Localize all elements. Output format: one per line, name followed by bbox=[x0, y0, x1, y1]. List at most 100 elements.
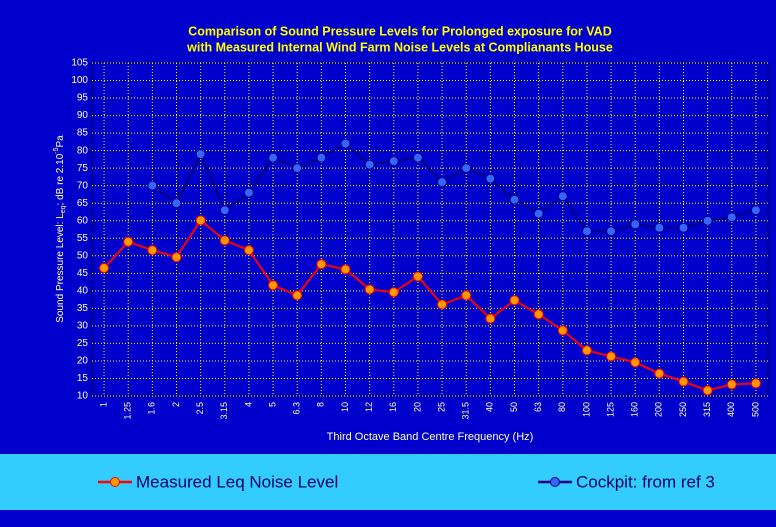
data-point bbox=[461, 163, 472, 174]
data-point bbox=[412, 152, 423, 163]
data-point bbox=[316, 259, 327, 270]
data-point bbox=[219, 235, 230, 246]
data-point bbox=[509, 295, 520, 306]
x-tick-label: 1.25 bbox=[123, 402, 133, 420]
x-tick-label: 250 bbox=[678, 402, 688, 417]
data-point bbox=[123, 236, 134, 247]
x-tick-label: 4 bbox=[243, 402, 253, 407]
x-tick-label: 8 bbox=[316, 402, 326, 407]
data-point bbox=[533, 208, 544, 219]
data-point bbox=[219, 205, 230, 216]
data-point bbox=[364, 159, 375, 170]
x-tick-label: 25 bbox=[436, 402, 446, 412]
y-label-sup: -5 bbox=[53, 147, 60, 153]
data-point bbox=[702, 215, 713, 226]
y-tick-label: 20 bbox=[77, 356, 89, 367]
data-point bbox=[99, 263, 110, 274]
x-tick-label: 50 bbox=[509, 402, 519, 412]
data-point bbox=[630, 219, 641, 230]
data-point bbox=[340, 264, 351, 275]
data-point bbox=[316, 152, 327, 163]
y-tick-label: 25 bbox=[77, 338, 89, 349]
x-tick-label: 200 bbox=[654, 402, 664, 417]
data-point bbox=[726, 379, 737, 390]
y-label-part: ; dB re 2.10 bbox=[55, 153, 66, 205]
data-point bbox=[171, 252, 182, 263]
x-tick-label: 315 bbox=[702, 402, 712, 417]
x-tick-label: 1 bbox=[98, 402, 108, 407]
x-tick-label: 5 bbox=[267, 402, 277, 407]
x-tick-label: 1.6 bbox=[147, 402, 157, 415]
data-point bbox=[292, 290, 303, 301]
data-point bbox=[654, 368, 665, 379]
x-tick-label: 12 bbox=[364, 402, 374, 412]
data-point bbox=[557, 325, 568, 336]
data-point bbox=[147, 245, 158, 256]
y-tick-label: 80 bbox=[77, 145, 89, 156]
data-point bbox=[485, 173, 496, 184]
x-tick-label: 20 bbox=[412, 402, 422, 412]
data-point bbox=[581, 226, 592, 237]
x-tick-label: 2.5 bbox=[195, 402, 205, 415]
data-point bbox=[702, 385, 713, 396]
y-tick-label: 90 bbox=[77, 110, 89, 121]
data-point bbox=[606, 226, 617, 237]
x-tick-label: 125 bbox=[605, 402, 615, 417]
legend-marker bbox=[110, 477, 120, 487]
x-tick-label: 500 bbox=[750, 402, 760, 417]
data-point bbox=[557, 191, 568, 202]
data-point bbox=[726, 212, 737, 223]
data-point bbox=[195, 149, 206, 160]
y-label-part: Pa bbox=[55, 135, 66, 148]
data-point bbox=[533, 309, 544, 320]
legend-marker bbox=[550, 477, 560, 487]
x-tick-label: 80 bbox=[557, 402, 567, 412]
y-tick-label: 10 bbox=[77, 391, 89, 402]
data-point bbox=[461, 290, 472, 301]
y-label-sub: eq bbox=[60, 205, 67, 213]
data-point bbox=[195, 215, 206, 226]
x-tick-label: 160 bbox=[630, 402, 640, 417]
x-tick-label: 10 bbox=[340, 402, 350, 412]
data-point bbox=[412, 271, 423, 282]
y-tick-label: 85 bbox=[77, 128, 89, 139]
y-tick-label: 45 bbox=[77, 268, 89, 279]
x-tick-label: 400 bbox=[726, 402, 736, 417]
x-tick-label: 6.3 bbox=[292, 402, 302, 415]
data-point bbox=[654, 222, 665, 233]
legend-label: Measured Leq Noise Level bbox=[136, 472, 338, 491]
data-point bbox=[581, 345, 592, 356]
data-point bbox=[509, 194, 520, 205]
y-tick-label: 55 bbox=[77, 233, 89, 244]
data-point bbox=[243, 245, 254, 256]
data-point bbox=[750, 378, 761, 389]
data-point bbox=[171, 198, 182, 209]
y-tick-label: 40 bbox=[77, 285, 89, 296]
data-point bbox=[437, 299, 448, 310]
x-tick-label: 40 bbox=[485, 402, 495, 412]
plot-area bbox=[91, 62, 769, 397]
data-point bbox=[606, 351, 617, 362]
x-tick-label: 3.15 bbox=[219, 402, 229, 420]
y-tick-label: 35 bbox=[77, 303, 89, 314]
data-point bbox=[243, 187, 254, 198]
data-point bbox=[268, 280, 279, 291]
chart-title: with Measured Internal Wind Farm Noise L… bbox=[186, 40, 613, 54]
y-tick-label: 60 bbox=[77, 215, 89, 226]
data-point bbox=[388, 287, 399, 298]
data-point bbox=[750, 205, 761, 216]
data-point bbox=[292, 163, 303, 174]
y-tick-label: 65 bbox=[77, 198, 89, 209]
y-tick-label: 105 bbox=[71, 58, 88, 69]
x-tick-label: 100 bbox=[581, 402, 591, 417]
y-axis-label: Sound Pressure Level: Leq; dB re 2.10-5P… bbox=[53, 135, 67, 323]
y-tick-label: 50 bbox=[77, 250, 89, 261]
data-point bbox=[678, 222, 689, 233]
x-axis-label: Third Octave Band Centre Frequency (Hz) bbox=[327, 431, 534, 443]
series-line bbox=[103, 218, 756, 392]
data-point bbox=[630, 357, 641, 368]
x-tick-label: 16 bbox=[388, 402, 398, 412]
data-point bbox=[268, 152, 279, 163]
legend-label: Cockpit: from ref 3 bbox=[576, 472, 715, 491]
data-point bbox=[147, 180, 158, 191]
